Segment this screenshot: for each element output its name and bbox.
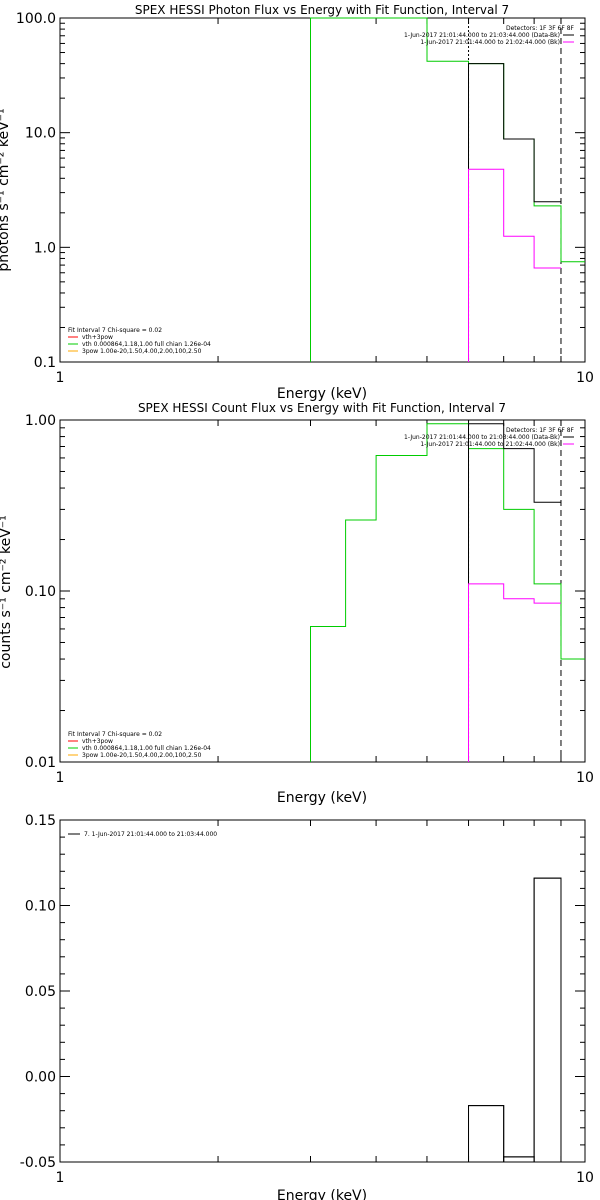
residual-bar (468, 1105, 505, 1163)
x-axis-label: Energy (keV) (277, 1188, 367, 1200)
panel-title: SPEX HESSI Count Flux vs Energy with Fit… (138, 401, 506, 415)
x-axis-label: Energy (keV) (277, 790, 367, 806)
y-tick-label: 0.10 (25, 899, 56, 915)
y-tick-label: 1.0 (34, 240, 56, 256)
x-axis-label: Energy (keV) (277, 386, 367, 402)
data-series-line (468, 583, 561, 762)
header-legend: Detectors: 1F 3F 6F 8F 1-Jun-2017 21:01:… (404, 427, 574, 448)
header-legend: Detectors: 1F 3F 6F 8F 1-Jun-2017 21:01:… (404, 25, 574, 46)
legend-detectors: Detectors: 1F 3F 6F 8F (506, 25, 575, 32)
y-tick-label: 0.05 (25, 984, 56, 1000)
fit-legend-3pow: 3pow 1.00e-20,1.50,4.00,2.00,100,2.50 (82, 348, 202, 355)
y-tick-label: 0.01 (25, 755, 56, 771)
x-tick-label: 10 (576, 1170, 594, 1186)
legend-detectors: Detectors: 1F 3F 6F 8F (506, 427, 575, 434)
legend-bk: 1-Jun-2017 21:01:44.000 to 21:02:44.000 … (420, 39, 560, 46)
panel-title: SPEX HESSI Photon Flux vs Energy with Fi… (135, 3, 509, 17)
y-tick-label: 1.00 (25, 413, 56, 429)
fit-legend: Fit Interval 7 Chi-square = 0.02 vth+3po… (68, 327, 211, 355)
data-series-line (468, 63, 561, 362)
fit-legend: Fit Interval 7 Chi-square = 0.02 vth+3po… (68, 731, 211, 759)
legend-interval: 7. 1-Jun-2017 21:01:44.000 to 21:03:44.0… (84, 831, 217, 838)
y-tick-label: -0.05 (20, 1155, 56, 1171)
y-axis-label: counts s⁻¹ cm⁻² keV⁻¹ (0, 515, 14, 669)
fit-legend-header: Fit Interval 7 Chi-square = 0.02 (68, 327, 162, 334)
residual-bar (533, 877, 562, 1163)
fit-legend-vth: vth 0.000864,1.18,1.00 full chian 1.26e-… (82, 745, 211, 752)
fit-legend-header: Fit Interval 7 Chi-square = 0.02 (68, 731, 162, 738)
fit-legend-vth3pow: vth+3pow (82, 334, 113, 341)
x-tick-label: 10 (576, 370, 594, 386)
y-tick-label: 10.0 (25, 126, 56, 142)
data-series-line (468, 423, 561, 762)
data-series-line (468, 168, 561, 362)
residual-panel: Energy (keV) -0.05 0.00 0.05 0.10 0.15 1 10 7.… (20, 813, 594, 1200)
fit-legend-vth3pow: vth+3pow (82, 738, 113, 745)
count-flux-panel: SPEX HESSI Count Flux vs Energy with Fit… (0, 401, 594, 806)
y-tick-label: 100.0 (16, 11, 56, 27)
header-legend: 7. 1-Jun-2017 21:01:44.000 to 21:03:44.0… (68, 831, 217, 838)
x-tick-label: 1 (56, 370, 65, 386)
x-tick-label: 1 (56, 770, 65, 786)
fit-legend-3pow: 3pow 1.00e-20,1.50,4.00,2.00,100,2.50 (82, 752, 202, 759)
fit-legend-vth: vth 0.000864,1.18,1.00 full chian 1.26e-… (82, 341, 211, 348)
legend-data-bk: 1-Jun-2017 21:01:44.000 to 21:03:44.000 … (404, 32, 560, 39)
photon-flux-panel: SPEX HESSI Photon Flux vs Energy with Fi… (0, 3, 594, 402)
y-tick-label: 0.15 (25, 813, 56, 829)
x-tick-label: 1 (56, 1170, 65, 1186)
x-tick-label: 10 (576, 770, 594, 786)
y-tick-label: 0.1 (34, 355, 56, 371)
y-tick-label: 0.10 (25, 584, 56, 600)
y-axis-label: photons s⁻¹ cm⁻² keV⁻¹ (0, 108, 12, 271)
legend-data-bk: 1-Jun-2017 21:01:44.000 to 21:03:44.000 … (404, 434, 560, 441)
y-tick-label: 0.00 (25, 1070, 56, 1086)
legend-bk: 1-Jun-2017 21:01:44.000 to 21:02:44.000 … (420, 441, 560, 448)
